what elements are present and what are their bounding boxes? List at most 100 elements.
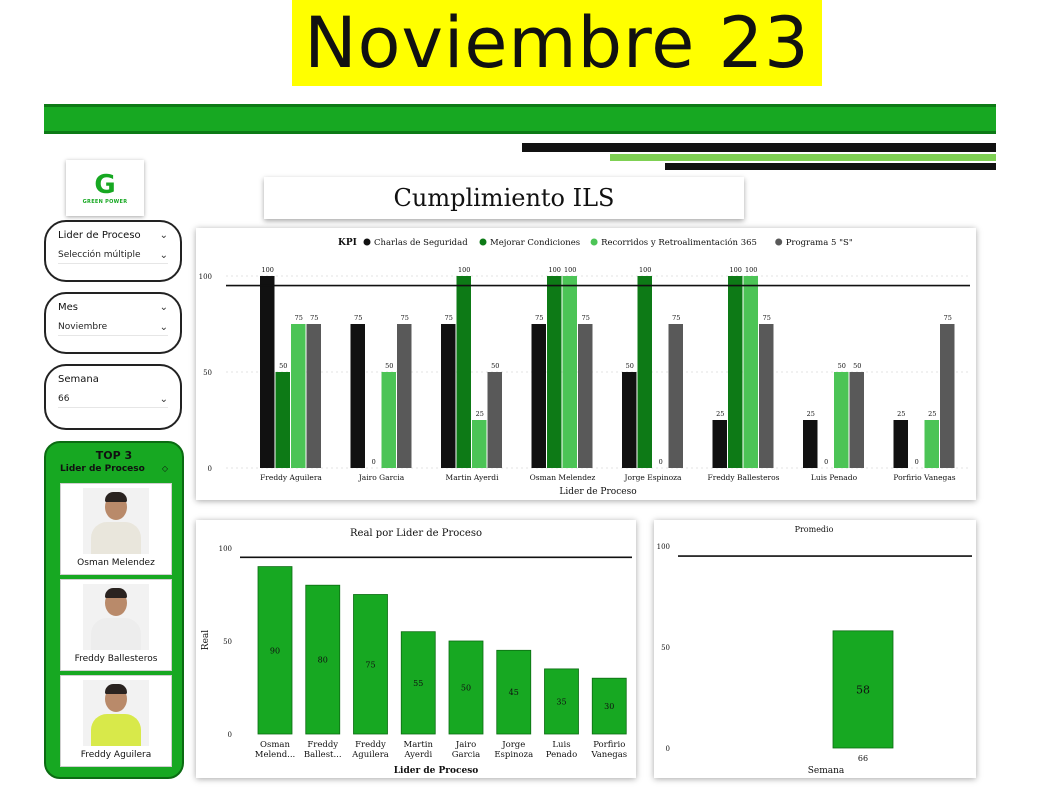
bar [350, 324, 365, 468]
decor-stripe-black [522, 143, 996, 152]
data-label: 100 [458, 266, 470, 274]
chart-title: Real por Lider de Proceso [350, 528, 482, 539]
bar [940, 324, 955, 468]
data-label: 50 [626, 362, 634, 370]
x-tick-label: Penado [546, 750, 577, 760]
x-tick-label: Ballest... [304, 750, 342, 760]
data-label: 75 [672, 314, 680, 322]
bar [381, 372, 396, 468]
bar [728, 276, 743, 468]
data-label: 75 [310, 314, 318, 322]
data-label: 0 [659, 458, 663, 466]
x-tick-label: Osman Melendez [530, 473, 596, 482]
bar [397, 324, 412, 468]
slicer-semana[interactable]: Semana 66 ⌄ [44, 364, 182, 430]
chevron-down-icon[interactable]: ⌄ [159, 250, 168, 261]
bar [496, 649, 532, 735]
legend-entry: Charlas de Seguridad [374, 238, 468, 248]
bar [578, 324, 593, 468]
y-tick-label: 100 [219, 545, 232, 553]
data-label: 75 [365, 660, 375, 669]
report-subtitle: Cumplimiento ILS [264, 177, 744, 219]
logo-mark: G [94, 170, 116, 200]
page-title-banner: Noviembre 23 [292, 0, 822, 86]
bar [759, 324, 774, 468]
x-tick-label: Martin Ayerdi [446, 473, 500, 482]
bar [306, 324, 321, 468]
person-photo [83, 584, 149, 650]
bar [448, 640, 484, 735]
promedio-chart-panel: Promedio 0 50 100 58 66 Semana [654, 520, 976, 778]
data-label: 0 [915, 458, 919, 466]
bar [544, 668, 579, 735]
data-label: 58 [856, 683, 870, 696]
slicer-value[interactable]: 66 [58, 394, 70, 404]
slicer-value[interactable]: Noviembre [58, 322, 108, 332]
chevron-down-icon[interactable]: ⌄ [159, 394, 168, 405]
top3-card[interactable]: Freddy Ballesteros [60, 579, 172, 671]
bar [531, 324, 546, 468]
bar [400, 631, 436, 735]
top3-name: Freddy Ballesteros [74, 654, 158, 664]
y-tick-label: 50 [223, 638, 232, 646]
y-tick-label: 0 [208, 465, 212, 473]
bar [849, 372, 864, 468]
y-tick-label: 100 [657, 543, 670, 551]
top3-card[interactable]: Freddy Aguilera [60, 675, 172, 767]
bar [472, 420, 487, 468]
slicer-value[interactable]: Selección múltiple [58, 250, 141, 260]
bar [924, 420, 939, 468]
bar [591, 677, 627, 735]
decor-stripe-green [610, 154, 996, 161]
x-tick-label: Porfirio Vanegas [893, 473, 955, 482]
person-photo [83, 680, 149, 746]
data-label: 35 [556, 697, 566, 706]
chevron-up-icon[interactable]: ⌄ [159, 302, 168, 313]
data-label: 50 [838, 362, 846, 370]
slicer-lider-de-proceso[interactable]: Lider de Proceso ⌄ Selección múltiple ⌄ [44, 220, 182, 282]
data-label: 90 [270, 646, 280, 655]
x-axis-title: Semana [808, 766, 845, 776]
top3-name: Osman Melendez [77, 558, 155, 568]
x-tick-label: Vanegas [590, 750, 627, 760]
data-label: 100 [564, 266, 576, 274]
data-label: 25 [928, 410, 936, 418]
x-tick-label: Freddy [307, 740, 338, 750]
bar [547, 276, 562, 468]
bar [305, 584, 341, 735]
chevron-down-icon[interactable]: ⌄ [159, 322, 168, 333]
slicer-label: Semana [58, 374, 99, 385]
x-tick-label: Jorge Espinoza [623, 473, 682, 482]
bar [893, 420, 908, 468]
bar [353, 594, 388, 735]
eraser-icon[interactable]: ◇ [161, 464, 168, 473]
x-tick-label: Melend... [255, 750, 296, 760]
data-label: 75 [763, 314, 771, 322]
legend-entry: Mejorar Condiciones [490, 238, 580, 248]
data-label: 75 [401, 314, 409, 322]
x-tick-label: Espinoza [494, 750, 533, 760]
data-label: 0 [372, 458, 376, 466]
top3-card[interactable]: Osman Melendez [60, 483, 172, 575]
chevron-up-icon[interactable]: ⌄ [159, 230, 168, 241]
x-tick-label: 66 [858, 754, 868, 763]
data-label: 100 [639, 266, 651, 274]
data-label: 50 [853, 362, 861, 370]
slicer-mes[interactable]: Mes ⌄ Noviembre ⌄ [44, 292, 182, 354]
kpi-clustered-bar-chart: KPI Charlas de Seguridad Mejorar Condicion… [199, 237, 970, 497]
x-tick-label: Luis Penado [811, 473, 858, 482]
real-bar-chart: Real por Lider de Proceso 0 50 100 Real 90 Osm… [201, 528, 632, 776]
legend-marker [363, 238, 371, 246]
data-label: 50 [279, 362, 287, 370]
data-label: 45 [509, 688, 519, 697]
bar [562, 276, 577, 468]
data-label: 50 [461, 684, 471, 693]
data-label: 25 [476, 410, 484, 418]
data-label: 100 [549, 266, 561, 274]
report-subtitle-text: Cumplimiento ILS [393, 184, 615, 212]
bar [275, 372, 290, 468]
logo-text: GREEN POWER [82, 199, 128, 205]
legend-marker [479, 238, 487, 246]
data-label: 55 [413, 679, 423, 688]
y-tick-label: 50 [203, 369, 212, 377]
